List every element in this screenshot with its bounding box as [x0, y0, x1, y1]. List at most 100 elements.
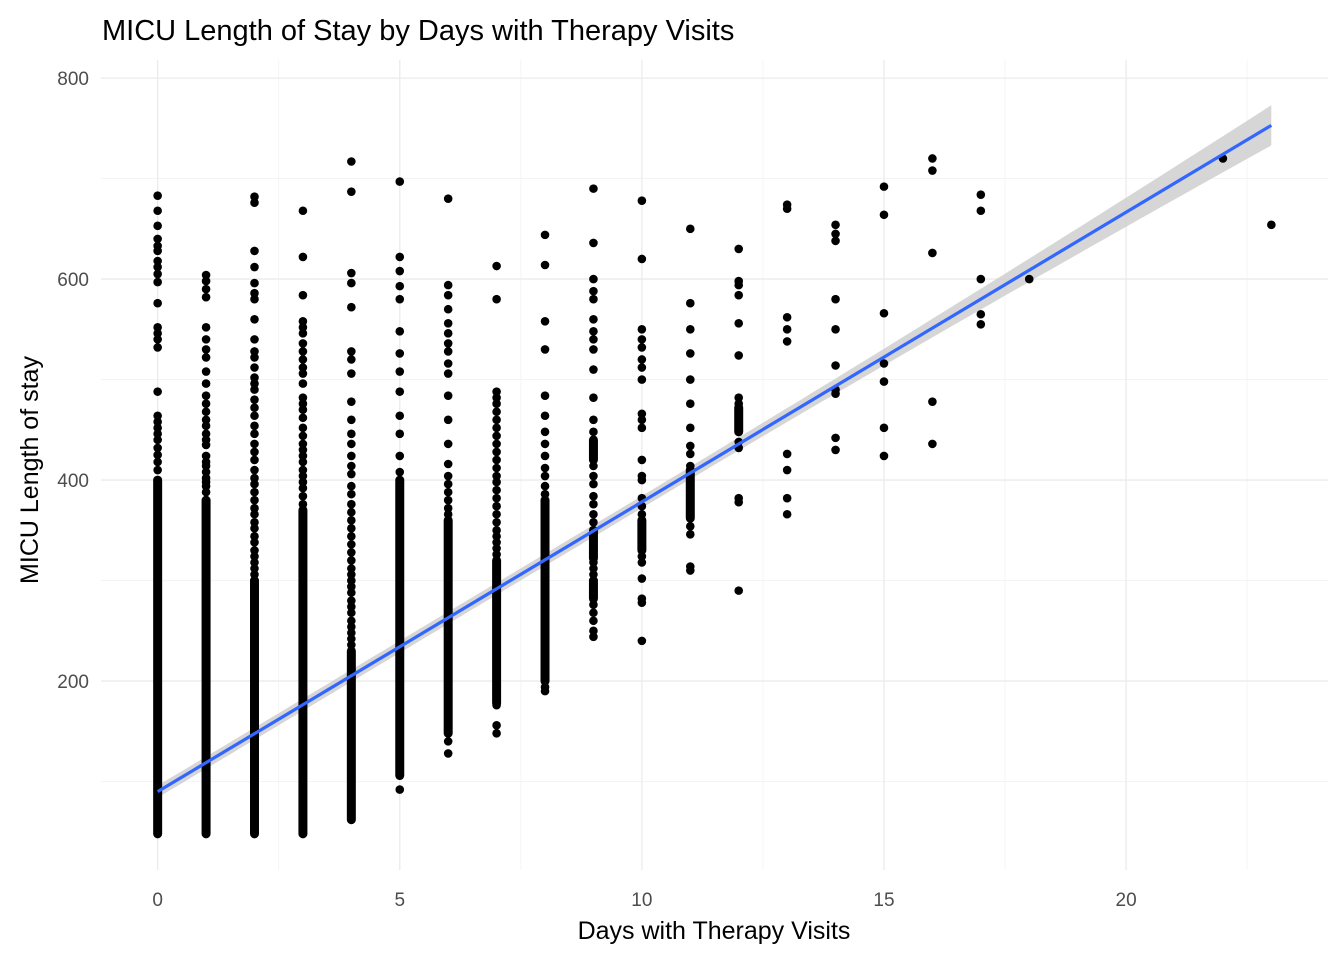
data-point	[492, 550, 501, 559]
data-point	[347, 588, 356, 597]
data-point	[540, 463, 550, 473]
data-point	[201, 467, 211, 477]
data-point	[685, 530, 695, 539]
data-point	[589, 517, 598, 527]
data-point	[250, 288, 259, 298]
data-point	[928, 166, 937, 175]
data-point	[637, 375, 647, 384]
data-point	[153, 387, 162, 396]
data-point	[637, 196, 647, 205]
data-point	[347, 187, 356, 196]
data-point	[250, 509, 259, 519]
data-point	[637, 423, 647, 433]
data-point	[395, 411, 405, 421]
data-point	[298, 206, 308, 216]
data-point	[347, 582, 356, 591]
data-point	[443, 439, 453, 449]
data-point	[879, 377, 889, 386]
data-point	[589, 479, 598, 489]
data-point	[395, 252, 405, 262]
data-point	[1267, 220, 1276, 230]
data-point	[250, 385, 259, 394]
y-axis-title: MICU Length of stay	[16, 356, 44, 584]
data-point	[831, 294, 840, 304]
data-point	[298, 491, 308, 501]
data-point	[347, 576, 356, 585]
data-point	[637, 509, 647, 519]
data-point	[492, 485, 501, 495]
data-point	[153, 465, 162, 475]
data-point	[395, 281, 405, 291]
data-point	[782, 465, 792, 475]
data-point	[443, 319, 453, 328]
data-point	[443, 487, 453, 497]
data-point	[540, 439, 550, 449]
data-point	[443, 304, 453, 314]
data-point	[540, 489, 550, 499]
data-point	[782, 325, 792, 334]
data-point	[250, 546, 259, 555]
data-point	[250, 503, 259, 513]
data-point	[879, 423, 889, 433]
data-point	[347, 608, 356, 618]
data-point	[443, 509, 453, 519]
data-point	[347, 524, 356, 533]
data-point	[637, 455, 647, 465]
data-point	[201, 391, 211, 400]
data-point	[492, 439, 501, 449]
data-point	[734, 244, 744, 254]
data-point	[347, 570, 356, 579]
y-axis-ticks: 200 400 600 800	[57, 69, 89, 693]
data-point	[492, 544, 501, 553]
data-point	[298, 369, 308, 378]
data-point	[637, 471, 647, 481]
data-point	[298, 363, 308, 372]
data-point	[298, 339, 308, 348]
data-point	[637, 409, 647, 419]
data-point	[347, 634, 356, 644]
data-point	[734, 493, 744, 503]
data-point	[492, 415, 501, 425]
data-point	[153, 417, 162, 427]
data-point	[395, 327, 405, 336]
data-point	[201, 399, 211, 408]
data-point	[153, 457, 162, 467]
data-point	[928, 397, 937, 406]
data-point	[492, 447, 501, 457]
data-point	[395, 467, 405, 477]
data-point	[250, 524, 259, 533]
data-point	[298, 451, 308, 461]
data-point	[201, 367, 211, 376]
data-point	[395, 785, 405, 794]
data-point	[492, 538, 501, 547]
data-point	[589, 415, 598, 425]
data-point	[540, 471, 550, 481]
data-point	[347, 532, 356, 541]
grid-lines	[101, 60, 1328, 870]
data-point	[201, 335, 211, 344]
data-point	[250, 395, 259, 404]
data-point	[347, 602, 356, 611]
data-point	[250, 564, 259, 573]
data-point	[347, 556, 356, 565]
data-point	[250, 447, 259, 457]
y-tick-label: 600	[57, 270, 89, 291]
x-axis-title: Days with Therapy Visits	[578, 917, 851, 945]
data-point	[201, 407, 211, 417]
data-point	[347, 369, 356, 378]
data-point	[879, 308, 889, 318]
data-point	[298, 405, 308, 415]
data-point	[589, 327, 598, 336]
data-point	[492, 399, 501, 408]
data-point	[298, 355, 308, 364]
data-point	[298, 439, 308, 449]
data-point	[298, 477, 308, 487]
data-point	[201, 487, 211, 497]
data-point	[153, 423, 162, 433]
data-point	[298, 471, 308, 481]
trend-line	[156, 123, 1273, 793]
data-point	[347, 481, 356, 491]
data-point	[685, 325, 695, 334]
data-point	[443, 290, 453, 300]
data-point	[153, 269, 162, 279]
